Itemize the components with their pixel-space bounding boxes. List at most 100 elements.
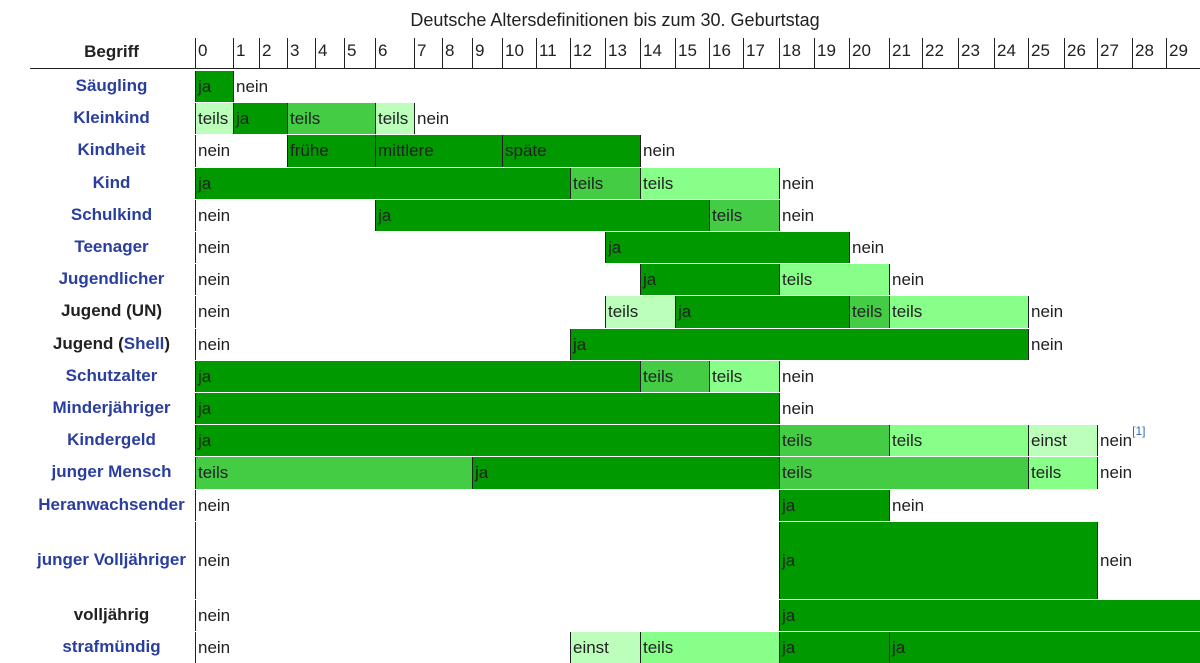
segment-label: nein [417, 109, 450, 129]
segment-label: teils [643, 173, 674, 193]
segment-label: nein [198, 606, 231, 625]
segment-label: teils [643, 366, 674, 386]
segment-label: nein [198, 238, 231, 257]
segment-label: mittlere [378, 141, 434, 161]
segment-nein: nein [779, 199, 1200, 231]
segment-label: teils [782, 463, 813, 483]
segment-mid: teils [849, 296, 889, 328]
segment-label: ja [643, 270, 657, 290]
segment-nein: nein [233, 71, 1200, 103]
year-tick [570, 38, 571, 68]
segment-label: ja [782, 606, 796, 625]
year-label: 0 [198, 41, 208, 60]
segment-label: nein [1100, 431, 1133, 451]
segment-label: ja [198, 77, 212, 96]
segment-nein: nein [1028, 296, 1200, 328]
segment-label: nein [198, 495, 231, 515]
year-label: 1 [236, 41, 246, 60]
year-label: 19 [817, 41, 836, 60]
year-tick [605, 38, 606, 68]
segment-nein: nein [195, 600, 779, 632]
year-tick [442, 38, 443, 68]
segment-label: nein [198, 302, 231, 322]
year-label: 29 [1169, 41, 1188, 60]
segment-ja: ja [195, 425, 779, 457]
segment-label: teils [198, 109, 229, 129]
year-label: 16 [712, 41, 731, 60]
segment-label: ja [198, 366, 212, 386]
segment-label: nein [892, 495, 925, 515]
segment-label: nein [236, 77, 269, 96]
year-tick [889, 38, 890, 68]
segment-mid: teils [195, 457, 472, 489]
segment-label: teils [608, 302, 639, 322]
segment-mid: teils [779, 425, 889, 457]
segment-light: teils [640, 632, 779, 663]
segment-label: nein [1031, 302, 1064, 322]
row-term: Jugend (Shell) [52, 333, 171, 353]
segment-label: ja [378, 205, 392, 225]
year-label: 27 [1100, 41, 1119, 60]
segment-label: ja [573, 334, 587, 354]
segment-label: teils [712, 205, 743, 225]
term-link[interactable]: Shell [123, 333, 165, 353]
segment-nein: nein [195, 264, 640, 296]
year-tick [502, 38, 503, 68]
segment-pale: teils [195, 103, 233, 135]
segment-label: ja [892, 638, 906, 658]
year-tick [1132, 38, 1133, 68]
segment-label: ja [608, 238, 622, 257]
segment-label: nein [1100, 550, 1133, 570]
segment-ja: frühe [287, 135, 375, 167]
segment-label: ja [678, 302, 692, 322]
segment-nein: nein [779, 393, 1200, 425]
segment-light: teils [889, 296, 1028, 328]
row-term: Säugling [75, 76, 148, 95]
year-tick [849, 38, 850, 68]
segment-label: teils [1031, 463, 1062, 483]
segment-mid: teils [287, 103, 375, 135]
segment-label: ja [475, 463, 489, 483]
year-label: 26 [1067, 41, 1086, 60]
segment-label: nein [1100, 463, 1133, 483]
year-tick [709, 38, 710, 68]
year-tick [414, 38, 415, 68]
segment-nein: nein [1097, 521, 1200, 599]
segment-label: frühe [290, 141, 329, 161]
segment-nein: nein [195, 296, 605, 328]
header-term: Begriff [84, 42, 139, 61]
segment-label: nein [198, 550, 231, 570]
segment-label: teils [573, 173, 604, 193]
row-term: Kind [92, 172, 131, 192]
segment-ja: ja [195, 167, 570, 199]
year-label: 15 [678, 41, 697, 60]
segment-ja: ja [889, 632, 1200, 663]
segment-ja: ja [779, 600, 1200, 632]
year-tick [233, 38, 234, 68]
segment-label: teils [290, 109, 321, 129]
year-label: 17 [746, 41, 765, 60]
year-label: 2 [262, 41, 272, 60]
segment-label: einst [1031, 431, 1067, 451]
footnote-ref[interactable]: [1] [1132, 425, 1146, 439]
segment-nein: nein[1] [1097, 425, 1200, 457]
segment-label: ja [782, 495, 796, 515]
year-label: 23 [961, 41, 980, 60]
segment-ja: ja [195, 71, 233, 103]
segment-label: teils [712, 366, 743, 386]
segment-light: teils [779, 264, 889, 296]
year-label: 10 [505, 41, 524, 60]
segment-light: teils [889, 425, 1028, 457]
segment-label: einst [573, 638, 609, 658]
row-term: Minderjähriger [52, 398, 171, 417]
segment-label: teils [852, 302, 883, 322]
segment-label: nein [198, 638, 231, 658]
year-tick [640, 38, 641, 68]
segment-label: nein [198, 270, 231, 290]
segment-ja: ja [605, 232, 849, 264]
segment-label: nein [643, 141, 676, 161]
segment-pale: teils [375, 103, 414, 135]
segment-label: nein [782, 399, 815, 418]
year-label: 4 [318, 41, 328, 60]
segment-label: nein [198, 141, 231, 161]
